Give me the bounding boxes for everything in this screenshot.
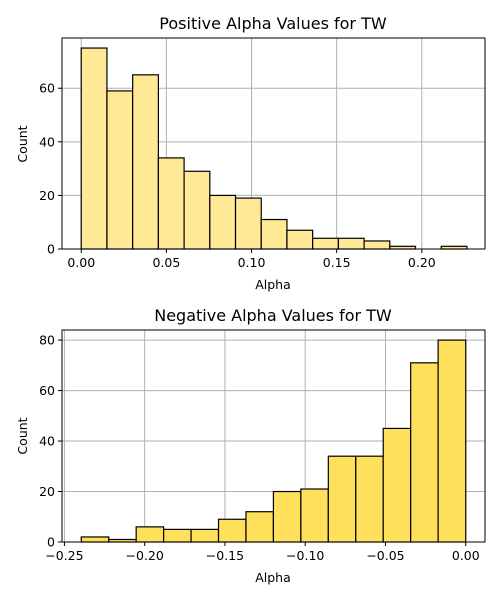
plot-frame [61, 329, 486, 543]
histogram-bar [437, 339, 467, 543]
histogram-bar [410, 362, 439, 543]
x-tick-label: −0.15 [206, 548, 244, 563]
x-tick-label: −0.25 [45, 548, 83, 563]
histogram-bar [286, 229, 314, 250]
x-tick-label: 0.15 [323, 255, 351, 270]
y-axis-label: Count [15, 125, 30, 162]
chart-title: Negative Alpha Values for TW [154, 306, 392, 325]
histogram-bar [327, 455, 357, 543]
histogram-bar [245, 511, 275, 543]
x-tick-label: 0.00 [452, 548, 480, 563]
histogram-bar [363, 240, 391, 250]
histogram-bar [80, 536, 110, 543]
y-tick-label: 0 [47, 535, 55, 550]
axis-ticks: 0.00 0.05 0.10 0.15 0.20 0 20 40 60 [39, 81, 436, 270]
histogram-bar [272, 490, 302, 543]
histogram-bar [190, 528, 220, 543]
bars [80, 47, 468, 250]
histogram-bar [217, 518, 247, 543]
histogram-bar [106, 90, 134, 250]
y-tick-label: 40 [39, 134, 55, 149]
histogram-bar [209, 194, 237, 250]
x-axis-label: Alpha [255, 277, 291, 292]
histogram-bar [300, 488, 329, 543]
histogram-bar [183, 170, 211, 250]
y-tick-label: 60 [39, 81, 55, 96]
histogram-bar [157, 157, 185, 250]
histogram-bar [355, 455, 384, 543]
y-axis-label: Count [15, 417, 30, 454]
x-tick-label: −0.10 [286, 548, 324, 563]
y-tick-label: 0 [47, 242, 55, 257]
histogram-bar [260, 218, 288, 250]
negative-alpha-histogram: Negative Alpha Values for TW −0.25 −0.20−… [15, 306, 486, 585]
histogram-bar [135, 526, 165, 543]
histogram-bar [337, 237, 365, 250]
y-tick-label: 80 [39, 333, 55, 348]
histogram-bar [80, 47, 108, 250]
y-tick-label: 60 [39, 383, 55, 398]
histogram-bar [234, 197, 262, 250]
histogram-bar [312, 237, 339, 250]
histogram-bar [382, 427, 412, 543]
plot-frame [61, 37, 486, 250]
y-tick-label: 20 [39, 484, 55, 499]
y-tick-label: 40 [39, 434, 55, 449]
x-tick-label: 0.10 [238, 255, 266, 270]
positive-alpha-histogram: Positive Alpha Values for TW 0.00 0.05 0.1… [15, 14, 486, 292]
axis-ticks: −0.25 −0.20 −0.15 −0.10 −0.05 0.00 0 20 40 60 80 [39, 333, 480, 563]
y-tick-label: 20 [39, 188, 55, 203]
x-tick-label: 0.05 [152, 255, 180, 270]
x-tick-label: −0.20 [126, 548, 164, 563]
chart-title: Positive Alpha Values for TW [159, 14, 387, 33]
x-tick-label: 0.20 [408, 255, 436, 270]
bars [80, 339, 467, 543]
histogram-bar [163, 528, 192, 543]
x-tick-label: −0.05 [366, 548, 404, 563]
histogram-bar [132, 74, 159, 250]
x-tick-label: 0.00 [67, 255, 95, 270]
x-axis-label: Alpha [255, 570, 291, 585]
